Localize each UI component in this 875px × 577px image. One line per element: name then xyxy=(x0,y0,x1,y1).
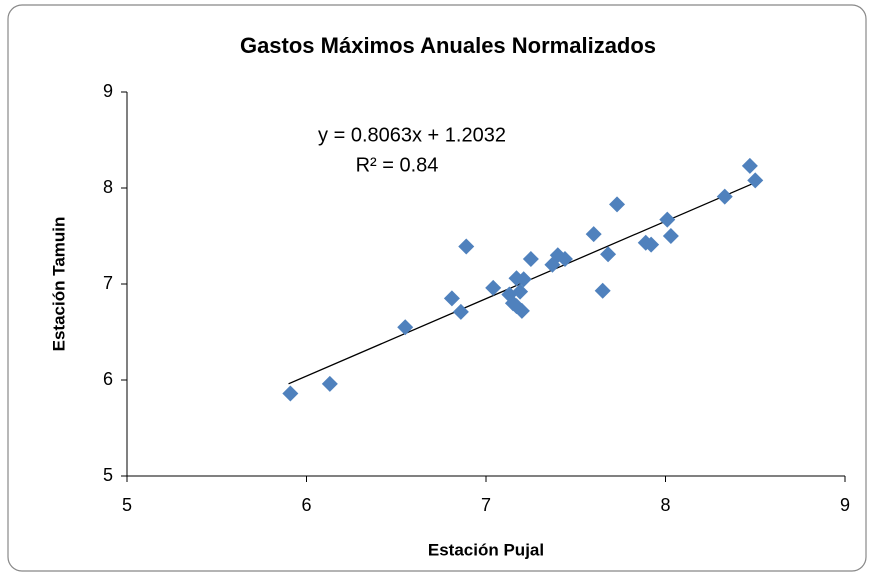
y-tick-label: 6 xyxy=(103,369,113,389)
x-tick-label: 8 xyxy=(660,495,670,515)
x-axis-label: Estación Pujal xyxy=(428,540,544,559)
data-point xyxy=(397,319,414,336)
data-point xyxy=(513,302,530,319)
trend-equation: y = 0.8063x + 1.2032 xyxy=(318,124,506,146)
data-point xyxy=(452,303,469,320)
data-point xyxy=(501,286,518,303)
data-point xyxy=(609,196,626,213)
data-point xyxy=(458,238,475,255)
data-point xyxy=(512,283,529,300)
data-point xyxy=(600,246,617,263)
data-point xyxy=(282,385,299,402)
y-tick-label: 8 xyxy=(103,177,113,197)
x-tick-label: 6 xyxy=(301,495,311,515)
x-tick-label: 7 xyxy=(481,495,491,515)
data-point xyxy=(485,279,502,296)
data-point xyxy=(662,228,679,244)
data-point xyxy=(747,172,764,189)
data-point xyxy=(643,236,660,253)
data-point xyxy=(585,226,602,243)
data-point xyxy=(549,247,566,264)
chart-frame xyxy=(7,4,867,572)
data-point xyxy=(522,251,539,268)
data-point xyxy=(556,251,573,268)
chart-title: Gastos Máximos Anuales Normalizados xyxy=(240,33,656,58)
data-point xyxy=(741,157,758,174)
x-tick-label: 5 xyxy=(122,495,132,515)
data-point xyxy=(716,188,733,205)
x-tick-label: 9 xyxy=(840,495,850,515)
y-tick-label: 9 xyxy=(103,81,113,101)
data-point xyxy=(659,211,676,228)
y-tick-label: 5 xyxy=(103,465,113,485)
data-point xyxy=(515,271,532,288)
data-point xyxy=(443,290,460,307)
data-point xyxy=(594,282,611,299)
r-squared: R² = 0.84 xyxy=(356,154,439,176)
data-point xyxy=(321,375,338,392)
y-axis-label: Estación Tamuin xyxy=(49,217,68,352)
y-tick-label: 7 xyxy=(103,273,113,293)
